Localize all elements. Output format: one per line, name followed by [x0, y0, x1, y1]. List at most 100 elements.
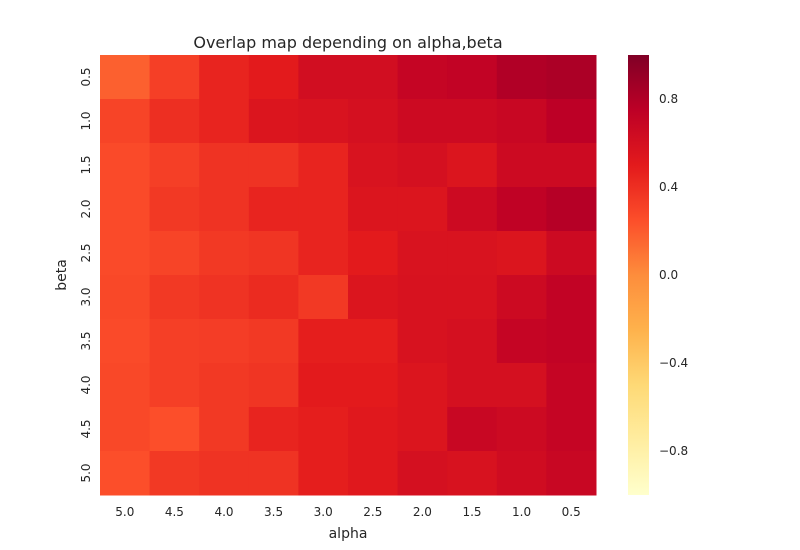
heatmap-cell: [447, 187, 498, 232]
heatmap-cell: [298, 451, 349, 496]
heatmap-cell: [447, 451, 498, 496]
x-axis-label: alpha: [329, 526, 368, 542]
heatmap-cell: [397, 363, 448, 408]
heatmap-cell: [397, 231, 448, 276]
heatmap-cell: [248, 99, 299, 144]
heatmap-cell: [149, 363, 200, 408]
heatmap-cell: [397, 143, 448, 188]
x-tick-label: 4.5: [165, 505, 184, 519]
heatmap-cell: [100, 187, 151, 232]
heatmap-cell: [397, 55, 448, 100]
heatmap-cell: [546, 187, 597, 232]
chart-title: Overlap map depending on alpha,beta: [193, 33, 502, 52]
heatmap-cell: [149, 407, 200, 452]
y-tick-label: 5.0: [79, 463, 93, 482]
heatmap-cell: [496, 231, 547, 276]
heatmap-cell: [397, 275, 448, 320]
heatmap-cell: [397, 451, 448, 496]
y-tick-labels: 0.5 1.0 1.5 2.0 2.5 3.0 3.5 4.0 4.5 5.0: [79, 67, 93, 482]
heatmap-cell: [447, 55, 498, 100]
heatmap-cell: [199, 319, 250, 364]
heatmap-cell: [100, 143, 151, 188]
heatmap-cell: [248, 319, 299, 364]
y-axis-label: beta: [54, 259, 70, 291]
heatmap-cell: [100, 55, 151, 100]
heatmap-cell: [546, 407, 597, 452]
x-tick-label: 1.0: [512, 505, 531, 519]
heatmap-cell: [447, 143, 498, 188]
heatmap-cell: [348, 143, 399, 188]
heatmap-cell: [199, 407, 250, 452]
heatmap-cell: [447, 407, 498, 452]
heatmap-cell: [496, 319, 547, 364]
x-tick-label: 4.0: [214, 505, 233, 519]
heatmap-cell: [496, 55, 547, 100]
y-tick-label: 3.5: [79, 331, 93, 350]
heatmap-cell: [447, 319, 498, 364]
heatmap-cell: [248, 363, 299, 408]
heatmap-cell: [248, 275, 299, 320]
x-tick-label: 3.5: [264, 505, 283, 519]
heatmap-cell: [100, 451, 151, 496]
heatmap-cell: [100, 319, 151, 364]
heatmap-cell: [100, 407, 151, 452]
heatmap-cell: [348, 231, 399, 276]
heatmap-cell: [199, 55, 250, 100]
heatmap-cell: [248, 451, 299, 496]
heatmap-cell: [447, 99, 498, 144]
x-tick-label: 1.5: [462, 505, 481, 519]
heatmap-cell: [348, 275, 399, 320]
heatmap-cell: [348, 407, 399, 452]
heatmap-cell: [546, 319, 597, 364]
x-tick-label: 3.0: [314, 505, 333, 519]
heatmap-cell: [546, 363, 597, 408]
y-tick-label: 2.5: [79, 243, 93, 262]
heatmap-cell: [546, 143, 597, 188]
colorbar-tick-label: 0.0: [659, 268, 678, 282]
x-tick-label: 5.0: [115, 505, 134, 519]
heatmap-cell: [298, 407, 349, 452]
heatmap-cell: [199, 99, 250, 144]
heatmap-cell: [546, 55, 597, 100]
heatmap-cells: [100, 55, 597, 496]
heatmap-cell: [149, 319, 200, 364]
heatmap-cell: [199, 275, 250, 320]
heatmap-cell: [397, 407, 448, 452]
heatmap-cell: [348, 99, 399, 144]
heatmap-cell: [298, 99, 349, 144]
heatmap-cell: [199, 363, 250, 408]
heatmap-cell: [546, 231, 597, 276]
heatmap-cell: [149, 187, 200, 232]
x-tick-labels: 5.0 4.5 4.0 3.5 3.0 2.5 2.0 1.5 1.0 0.5: [115, 505, 580, 519]
y-tick-label: 4.0: [79, 375, 93, 394]
y-tick-label: 1.5: [79, 155, 93, 174]
heatmap-cell: [496, 407, 547, 452]
heatmap-cell: [546, 275, 597, 320]
heatmap-cell: [496, 363, 547, 408]
heatmap-cell: [149, 99, 200, 144]
heatmap-cell: [100, 363, 151, 408]
heatmap-cell: [298, 319, 349, 364]
heatmap-cell: [248, 143, 299, 188]
colorbar-tick-label: −0.4: [659, 356, 688, 370]
heatmap-cell: [100, 99, 151, 144]
heatmap-cell: [348, 319, 399, 364]
heatmap-cell: [397, 187, 448, 232]
y-tick-label: 3.0: [79, 287, 93, 306]
heatmap-cell: [298, 231, 349, 276]
heatmap-cell: [149, 55, 200, 100]
heatmap-cell: [248, 55, 299, 100]
heatmap-cell: [397, 99, 448, 144]
heatmap-cell: [496, 275, 547, 320]
heatmap-cell: [199, 231, 250, 276]
heatmap-cell: [248, 187, 299, 232]
heatmap-cell: [447, 275, 498, 320]
x-tick-label: 0.5: [562, 505, 581, 519]
heatmap-cell: [100, 231, 151, 276]
y-tick-label: 4.5: [79, 419, 93, 438]
heatmap-cell: [348, 55, 399, 100]
heatmap-cell: [546, 451, 597, 496]
heatmap-cell: [496, 187, 547, 232]
heatmap-cell: [496, 451, 547, 496]
